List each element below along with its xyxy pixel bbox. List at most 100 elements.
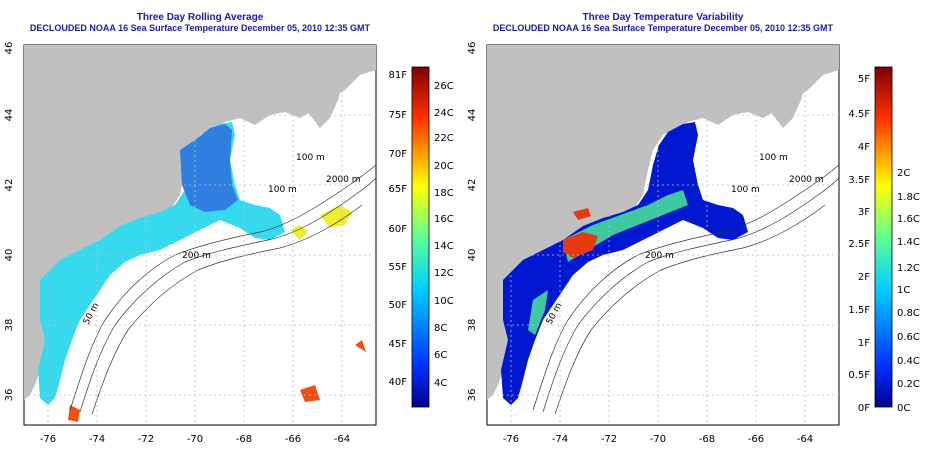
contour-label: 200 m xyxy=(182,251,211,261)
lon-tick: -68 xyxy=(236,434,252,445)
lat-tick: 46 xyxy=(467,42,478,55)
colorbar-f-label: 60F xyxy=(389,224,408,235)
colorbar-f-label: 4.5F xyxy=(848,109,870,120)
colorbar-c-label: 0C xyxy=(897,403,910,414)
lat-tick: 46 xyxy=(4,42,15,55)
colorbar-f-label: 65F xyxy=(389,184,408,195)
depth-contours xyxy=(69,164,377,415)
graticule xyxy=(487,45,839,425)
contour-label: 100 m xyxy=(731,185,760,195)
colorbar-c-label: 18C xyxy=(434,188,454,199)
colorbar-f-label: 0F xyxy=(858,403,870,414)
colorbar-c-label: 20C xyxy=(434,161,454,172)
variability-mid xyxy=(528,190,688,335)
contour-label: 200 m xyxy=(645,251,674,261)
lon-tick: -74 xyxy=(552,434,568,445)
lat-tick: 36 xyxy=(467,389,478,402)
land-mass xyxy=(487,45,839,400)
land-mass-ne xyxy=(292,45,376,128)
colorbar-f-label: 3F xyxy=(858,207,870,218)
colorbar-c-label: 0.4C xyxy=(897,356,920,367)
colorbar xyxy=(874,66,893,408)
lat-tick: 42 xyxy=(4,179,15,192)
sst-warm-spots xyxy=(290,205,352,240)
graticule xyxy=(24,45,376,425)
lon-tick: -66 xyxy=(285,434,301,445)
colorbar-c-label: 22C xyxy=(434,133,454,144)
sst-cold-core xyxy=(180,124,238,212)
colorbar-f-label: 50F xyxy=(389,300,408,311)
colorbar-c-label: 1.2C xyxy=(897,263,920,274)
colorbar-f-label: 4F xyxy=(858,142,870,153)
colorbar-c-label: 1C xyxy=(897,285,910,296)
lat-tick: 40 xyxy=(4,249,15,262)
colorbar-f-label: 3.5F xyxy=(848,175,870,186)
lon-tick: -74 xyxy=(89,434,105,445)
colorbar-c-label: 26C xyxy=(434,81,454,92)
colorbar xyxy=(411,66,430,408)
lat-tick: 44 xyxy=(4,109,15,122)
colorbar-c-label: 10C xyxy=(434,296,454,307)
colorbar-f-label: 70F xyxy=(389,149,408,160)
map-title: Three Day Rolling Average xyxy=(136,12,264,23)
lon-tick: -70 xyxy=(187,434,203,445)
colorbar-c-label: 24C xyxy=(434,108,454,119)
colorbar-c-label: 1.6C xyxy=(897,214,920,225)
colorbar-c-label: 0.8C xyxy=(897,308,920,319)
contour-label: 2000 m xyxy=(326,175,361,185)
lon-tick: -76 xyxy=(503,434,519,445)
contour-label: 100 m xyxy=(759,153,788,163)
lon-tick: -70 xyxy=(650,434,666,445)
colorbar-c-label: 4C xyxy=(434,378,447,389)
variability-high xyxy=(563,208,598,258)
colorbar-f-label: 81F xyxy=(389,70,408,81)
colorbar-c-label: 14C xyxy=(434,241,454,252)
colorbar-f-label: 55F xyxy=(389,262,408,273)
colorbar-c-label: 16C xyxy=(434,214,454,225)
colorbar-f-label: 45F xyxy=(389,339,408,350)
lat-tick: 42 xyxy=(467,179,478,192)
lat-tick: 38 xyxy=(467,319,478,332)
variability-coverage xyxy=(501,122,748,405)
right-map-panel: Three Day Temperature Variability DECLOU… xyxy=(463,0,938,475)
land-mass xyxy=(24,45,376,400)
lon-tick: -76 xyxy=(40,434,56,445)
map-subtitle: DECLOUDED NOAA 16 Sea Surface Temperatur… xyxy=(29,23,371,33)
colorbar-c-label: 0.2C xyxy=(897,379,920,390)
contour-label: 2000 m xyxy=(789,175,824,185)
colorbar-c-label: 1.4C xyxy=(897,237,920,248)
lat-tick: 36 xyxy=(4,389,15,402)
colorbar-f-label: 0.5F xyxy=(848,370,870,381)
left-map-panel: Three Day Rolling Average DECLOUDED NOAA… xyxy=(4,12,454,445)
sst-average-map: 100 m 100 m 2000 m 200 m 50 m -76 -74 -7… xyxy=(4,42,454,445)
lon-tick: -64 xyxy=(334,434,350,445)
colorbar-c-label: 2C xyxy=(897,168,910,179)
lon-tick: -72 xyxy=(601,434,617,445)
colorbar-f-label: 1F xyxy=(858,338,870,349)
colorbar-c-label: 8C xyxy=(434,323,447,334)
map-subtitle: DECLOUDED NOAA 16 Sea Surface Temperatur… xyxy=(492,23,834,33)
colorbar-f-label: 5F xyxy=(858,74,870,85)
land-mass-ne xyxy=(755,45,839,128)
lon-tick: -72 xyxy=(138,434,154,445)
lat-tick: 38 xyxy=(4,319,15,332)
colorbar-f-label: 75F xyxy=(389,110,408,121)
colorbar-c-label: 6C xyxy=(434,350,447,361)
sst-variability-map: 100 m 100 m 2000 m 200 m 50 m -76 -74 -7… xyxy=(467,42,920,445)
colorbar-c-label: 12C xyxy=(434,268,454,279)
colorbar-c-label: 1.8C xyxy=(897,192,920,203)
colorbar-f-label: 40F xyxy=(389,377,408,388)
colorbar-c-label: 0.6C xyxy=(897,332,920,343)
contour-label: 100 m xyxy=(296,153,325,163)
lon-tick: -68 xyxy=(699,434,715,445)
colorbar-f-label: 2F xyxy=(858,272,870,283)
contour-label: 100 m xyxy=(268,185,297,195)
lon-tick: -64 xyxy=(797,434,813,445)
colorbar-f-label: 2.5F xyxy=(848,239,870,250)
colorbar-f-label: 1.5F xyxy=(848,305,870,316)
depth-contours xyxy=(532,164,840,415)
lon-tick: -66 xyxy=(748,434,764,445)
map-title: Three Day Temperature Variability xyxy=(582,12,744,23)
lat-tick: 44 xyxy=(467,109,478,122)
lat-tick: 40 xyxy=(467,249,478,262)
